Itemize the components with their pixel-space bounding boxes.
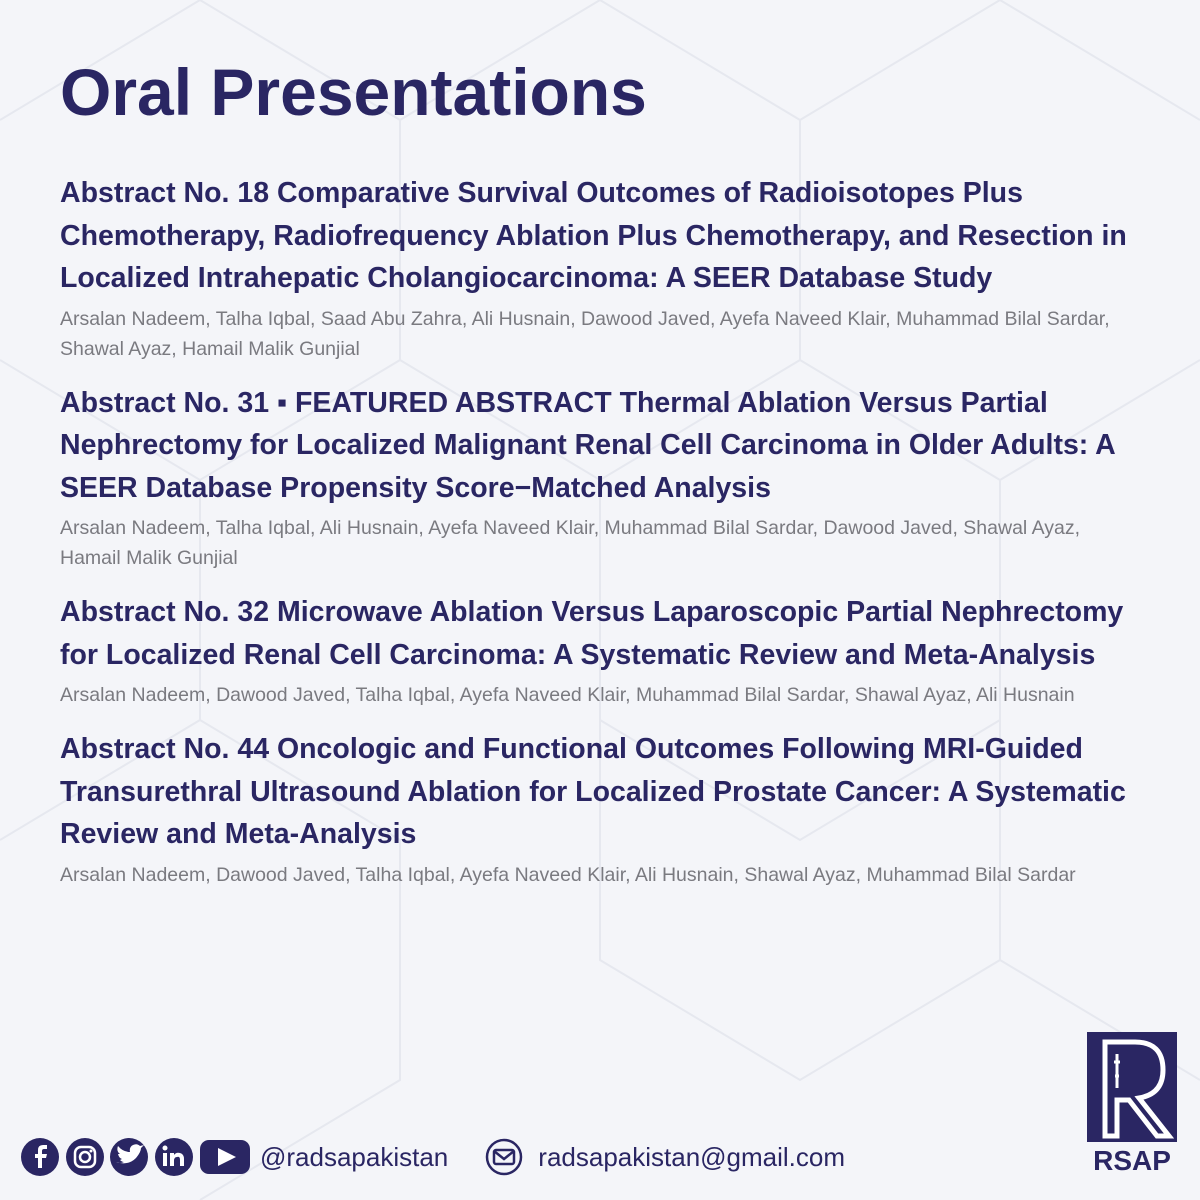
abstract: Abstract No. 44 Oncologic and Functional… [60,728,1140,890]
logo: RSAP [1087,1032,1177,1176]
email-icon [486,1138,523,1176]
abstract-title: Abstract No. 31 ▪ FEATURED ABSTRACT Ther… [60,386,1115,504]
abstract-title: Abstract No. 18 Comparative Survival Out… [60,177,1127,294]
logo-text: RSAP [1093,1145,1171,1176]
content: Oral Presentations Abstract No. 18 Compa… [60,50,1140,908]
abstract: Abstract No. 18 Comparative Survival Out… [60,172,1140,364]
abstract-list: Abstract No. 18 Comparative Survival Out… [60,172,1140,890]
abstract-title: Abstract No. 44 Oncologic and Functional… [60,733,1126,850]
abstract: Abstract No. 31 ▪ FEATURED ABSTRACT Ther… [60,382,1140,574]
abstract-authors: Arsalan Nadeem, Talha Iqbal, Ali Husnain… [60,517,1080,569]
abstract-authors: Arsalan Nadeem, Dawood Javed, Talha Iqba… [60,684,1075,706]
footer: @radsapakistan radsapakistan@gmail.com [20,1134,845,1180]
social-handle: @radsapakistan [260,1141,449,1172]
abstract: Abstract No. 32 Microwave Ablation Versu… [60,591,1140,710]
abstract-title: Abstract No. 32 Microwave Ablation Versu… [60,596,1124,671]
abstract-authors: Arsalan Nadeem, Talha Iqbal, Saad Abu Za… [60,307,1110,360]
abstract-authors: Arsalan Nadeem, Dawood Javed, Talha Iqba… [60,863,1076,886]
email: radsapakistan@gmail.com [538,1141,846,1172]
social-icons [21,1138,250,1176]
page-title: Oral Presentations [60,55,647,129]
